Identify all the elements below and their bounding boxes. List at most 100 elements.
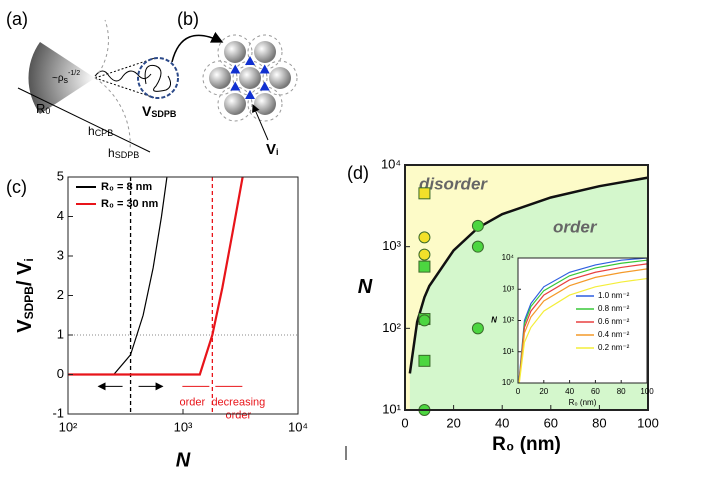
legend-label: 0.6 nm⁻² xyxy=(598,317,630,326)
y-tick-label: -1 xyxy=(52,405,64,420)
y-tick-label: 10⁴ xyxy=(381,156,401,171)
label: hCPB xyxy=(88,124,113,138)
x-tick-label: 40 xyxy=(565,387,574,396)
chain xyxy=(144,64,172,92)
y-axis-label: N xyxy=(358,276,373,298)
panel-label: (a) xyxy=(6,9,28,29)
boundary-line xyxy=(408,176,649,374)
x-tick-label: 60 xyxy=(544,416,558,431)
y-axis-label-part: / V xyxy=(14,261,36,286)
series-line xyxy=(68,177,244,376)
sphere xyxy=(269,67,291,89)
y-tick-label: 3 xyxy=(57,247,64,262)
legend-label: 0.8 nm⁻² xyxy=(598,304,630,313)
series-line xyxy=(518,258,647,378)
sphere xyxy=(224,41,246,64)
panel-label: (c) xyxy=(6,177,27,197)
region-label: order xyxy=(553,217,598,236)
y-tick-label: 2 xyxy=(57,287,64,302)
x-tick-label: 60 xyxy=(591,387,600,396)
y-tick-label: 5 xyxy=(57,168,64,183)
arrow xyxy=(252,104,269,141)
marker xyxy=(471,240,484,253)
x-tick-label: 100 xyxy=(637,416,659,431)
plot-background xyxy=(518,258,647,383)
label: R0 xyxy=(36,101,50,116)
guide xyxy=(94,57,156,99)
plot-frame xyxy=(67,176,299,415)
arrow xyxy=(171,31,224,63)
marker xyxy=(418,260,431,273)
y-tick-label: 0 xyxy=(57,366,64,381)
series-line xyxy=(518,259,647,380)
y-tick-label: 10⁰ xyxy=(502,378,514,387)
x-tick-label: 100 xyxy=(640,387,654,396)
shell xyxy=(94,77,131,151)
legend-label: 0.2 nm⁻² xyxy=(598,343,630,352)
y-tick-label: 10² xyxy=(502,316,514,325)
label: Vi xyxy=(266,141,279,158)
marker xyxy=(418,354,431,367)
y-tick-label: 4 xyxy=(57,208,64,223)
y-axis-label-part: i xyxy=(22,258,36,261)
cone xyxy=(28,42,95,114)
annotation: order xyxy=(226,409,252,421)
legend-label: R₀ = 8 nm xyxy=(101,181,152,193)
legend-label: R₀ = 30 nm xyxy=(101,198,158,210)
marker xyxy=(418,314,431,327)
y-tick-label: 10⁴ xyxy=(502,253,515,262)
sphere xyxy=(239,67,261,89)
series-line xyxy=(518,268,647,382)
void xyxy=(259,81,270,91)
x-tick-label: 0 xyxy=(401,416,408,431)
void xyxy=(245,56,255,65)
y-tick-label: 10¹ xyxy=(382,401,401,416)
y-tick-label: 10³ xyxy=(502,284,514,293)
x-axis-label: N xyxy=(176,449,191,471)
x-axis-label: R₀ (nm) xyxy=(492,434,561,455)
chain xyxy=(94,70,152,82)
x-tick-label: 20 xyxy=(539,387,548,396)
y-axis-label: N xyxy=(491,316,497,325)
void xyxy=(230,81,241,91)
sphere xyxy=(209,67,231,89)
panel-b: (b) Vi xyxy=(177,9,298,158)
legend-label: 1.0 nm⁻² xyxy=(598,291,630,300)
shell xyxy=(94,19,109,79)
void xyxy=(259,64,270,74)
void xyxy=(230,64,241,74)
x-axis-label: R₀ (nm) xyxy=(569,398,597,407)
marker xyxy=(471,322,484,335)
annotation: order xyxy=(180,396,206,408)
y-tick-label: 10¹ xyxy=(502,347,514,356)
legend-label: 0.4 nm⁻² xyxy=(598,330,630,339)
label: VSDPB xyxy=(142,103,177,120)
y-axis-label: VSDPB/ Vi xyxy=(14,258,36,332)
x-tick-label: 80 xyxy=(592,416,606,431)
void xyxy=(245,90,255,99)
x-tick-label: 0 xyxy=(516,387,521,396)
x-tick-label: 10² xyxy=(59,420,78,435)
x-tick-label: 80 xyxy=(617,387,626,396)
lattice xyxy=(202,34,298,122)
y-axis-label-part: SDPB xyxy=(22,286,36,320)
chart: 0 20 40 60 80 100 10⁰ 10¹ 10² 10³ 10⁴ R₀ (nm) N 1.0 n… xyxy=(491,253,654,407)
marker xyxy=(418,187,431,200)
label: hSDPB xyxy=(108,146,139,160)
y-tick-label: 10² xyxy=(382,320,401,335)
x-tick-label: 40 xyxy=(495,416,509,431)
region-label: disorder xyxy=(419,174,488,193)
sphere xyxy=(254,41,276,64)
annotation: decreasing xyxy=(211,396,265,408)
y-axis-label-part: V xyxy=(14,319,36,333)
panel-label: (d) xyxy=(347,163,369,183)
sphere xyxy=(224,92,246,115)
blob xyxy=(137,57,179,99)
panel-a: (a) ~ρs-1/2 R0 hCPB hSDPB VSDPB xyxy=(6,9,224,160)
x-tick-label: 10³ xyxy=(174,420,193,435)
x-tick-label: 10⁴ xyxy=(288,420,308,435)
